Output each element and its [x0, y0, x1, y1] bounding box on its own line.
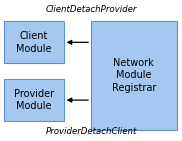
FancyBboxPatch shape [4, 21, 64, 63]
Text: ProviderDetachClient: ProviderDetachClient [45, 127, 137, 136]
Text: Client
Module: Client Module [16, 31, 52, 53]
Text: Network
Module
Registrar: Network Module Registrar [112, 58, 156, 93]
Text: Provider
Module: Provider Module [14, 89, 54, 111]
FancyBboxPatch shape [91, 21, 177, 130]
FancyBboxPatch shape [4, 79, 64, 121]
Text: ClientDetachProvider: ClientDetachProvider [45, 5, 137, 14]
